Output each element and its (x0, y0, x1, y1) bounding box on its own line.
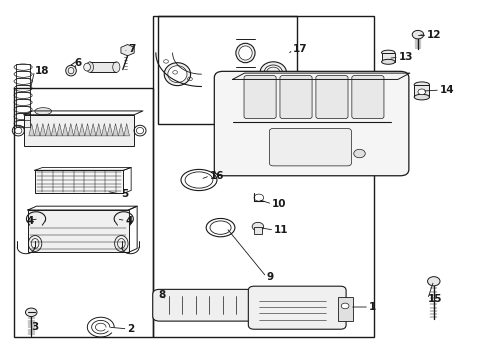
Ellipse shape (381, 50, 394, 55)
Bar (254, 226, 261, 234)
FancyBboxPatch shape (248, 286, 346, 329)
Circle shape (417, 89, 425, 95)
Polygon shape (118, 123, 123, 136)
Bar (153, 16, 373, 337)
FancyBboxPatch shape (244, 76, 276, 118)
Polygon shape (112, 123, 118, 136)
Ellipse shape (413, 94, 428, 100)
Ellipse shape (260, 62, 286, 83)
FancyBboxPatch shape (280, 76, 311, 118)
Text: 5: 5 (121, 189, 128, 199)
Text: 13: 13 (398, 52, 412, 62)
Text: 16: 16 (209, 171, 224, 181)
FancyBboxPatch shape (351, 76, 383, 118)
Circle shape (411, 30, 423, 39)
Polygon shape (121, 45, 134, 56)
Ellipse shape (112, 62, 120, 72)
Bar (158, 16, 297, 123)
Text: 4: 4 (125, 216, 133, 226)
Polygon shape (79, 123, 84, 136)
Polygon shape (102, 123, 107, 136)
Polygon shape (34, 123, 40, 136)
Polygon shape (29, 123, 34, 136)
Polygon shape (90, 123, 96, 136)
Circle shape (25, 308, 37, 316)
Ellipse shape (65, 66, 76, 76)
Ellipse shape (86, 62, 93, 72)
Polygon shape (73, 123, 79, 136)
Polygon shape (57, 123, 62, 136)
Ellipse shape (164, 63, 190, 86)
Text: 2: 2 (127, 324, 135, 334)
Ellipse shape (83, 63, 90, 71)
FancyBboxPatch shape (214, 71, 408, 176)
Text: 14: 14 (439, 85, 454, 95)
Text: 1: 1 (368, 302, 376, 312)
Text: 3: 3 (31, 322, 39, 332)
Text: 12: 12 (426, 30, 440, 40)
Bar (14, 88, 153, 337)
FancyBboxPatch shape (152, 289, 259, 321)
Text: 11: 11 (274, 225, 288, 235)
FancyBboxPatch shape (315, 76, 347, 118)
Circle shape (341, 303, 348, 309)
Text: 8: 8 (158, 290, 165, 300)
Ellipse shape (266, 67, 280, 78)
Polygon shape (84, 123, 90, 136)
Polygon shape (62, 123, 68, 136)
Bar (90, 62, 116, 72)
Polygon shape (123, 123, 129, 136)
Circle shape (427, 277, 439, 286)
Text: 18: 18 (35, 66, 49, 76)
Text: 10: 10 (272, 199, 286, 209)
Polygon shape (96, 123, 102, 136)
Bar (24, 115, 134, 147)
Ellipse shape (35, 108, 52, 115)
Circle shape (353, 149, 365, 158)
Ellipse shape (167, 66, 186, 83)
Text: 15: 15 (427, 294, 441, 304)
Bar (337, 297, 352, 321)
Circle shape (252, 222, 263, 231)
Text: 7: 7 (128, 44, 135, 54)
Polygon shape (68, 123, 73, 136)
Polygon shape (107, 123, 112, 136)
Ellipse shape (264, 65, 282, 80)
Ellipse shape (381, 59, 394, 64)
Bar (381, 53, 394, 62)
Ellipse shape (235, 43, 255, 63)
Polygon shape (40, 123, 45, 136)
FancyBboxPatch shape (269, 129, 351, 166)
Text: 9: 9 (266, 272, 273, 282)
Ellipse shape (238, 46, 252, 60)
Polygon shape (45, 123, 51, 136)
Ellipse shape (413, 82, 428, 87)
Polygon shape (51, 123, 57, 136)
Bar (413, 85, 428, 97)
Text: 17: 17 (292, 45, 307, 54)
Text: 6: 6 (74, 58, 81, 68)
Text: 4: 4 (27, 216, 34, 226)
Bar (28, 210, 128, 252)
Bar (35, 170, 123, 193)
